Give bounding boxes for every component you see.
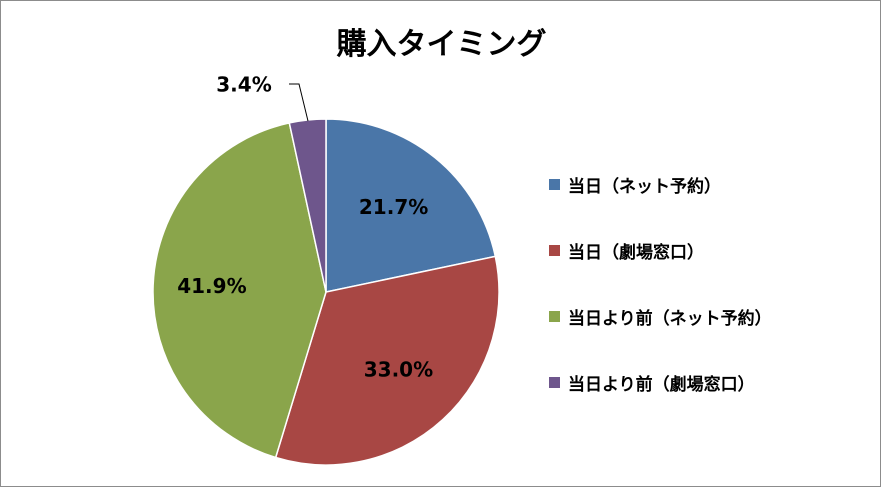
chart-title: 購入タイミング	[336, 27, 547, 62]
pie-slice	[274, 255, 500, 466]
legend-item: 当日（劇場窓口）	[549, 217, 772, 283]
pie-slice	[152, 122, 327, 459]
legend-swatch	[549, 178, 560, 190]
legend-label: 当日より前（ネット予約）	[568, 308, 772, 329]
data-label: 33.0%	[364, 358, 433, 382]
legend-swatch	[549, 244, 560, 256]
legend-label: 当日（ネット予約）	[568, 176, 721, 197]
data-label: 21.7%	[359, 195, 428, 219]
pie-slice	[325, 118, 497, 293]
legend-label: 当日より前（劇場窓口）	[568, 374, 755, 395]
legend-item: 当日（ネット予約）	[549, 151, 772, 217]
legend-swatch	[549, 310, 560, 322]
data-label: 41.9%	[177, 274, 246, 298]
data-label: 3.4%	[216, 73, 271, 97]
leader-line	[289, 83, 309, 122]
legend-swatch	[549, 376, 560, 388]
legend: 当日（ネット予約） 当日（劇場窓口） 当日より前（ネット予約） 当日より前（劇場…	[549, 151, 772, 415]
legend-item: 当日より前（ネット予約）	[549, 283, 772, 349]
legend-item: 当日より前（劇場窓口）	[549, 349, 772, 415]
legend-label: 当日（劇場窓口）	[568, 242, 704, 263]
